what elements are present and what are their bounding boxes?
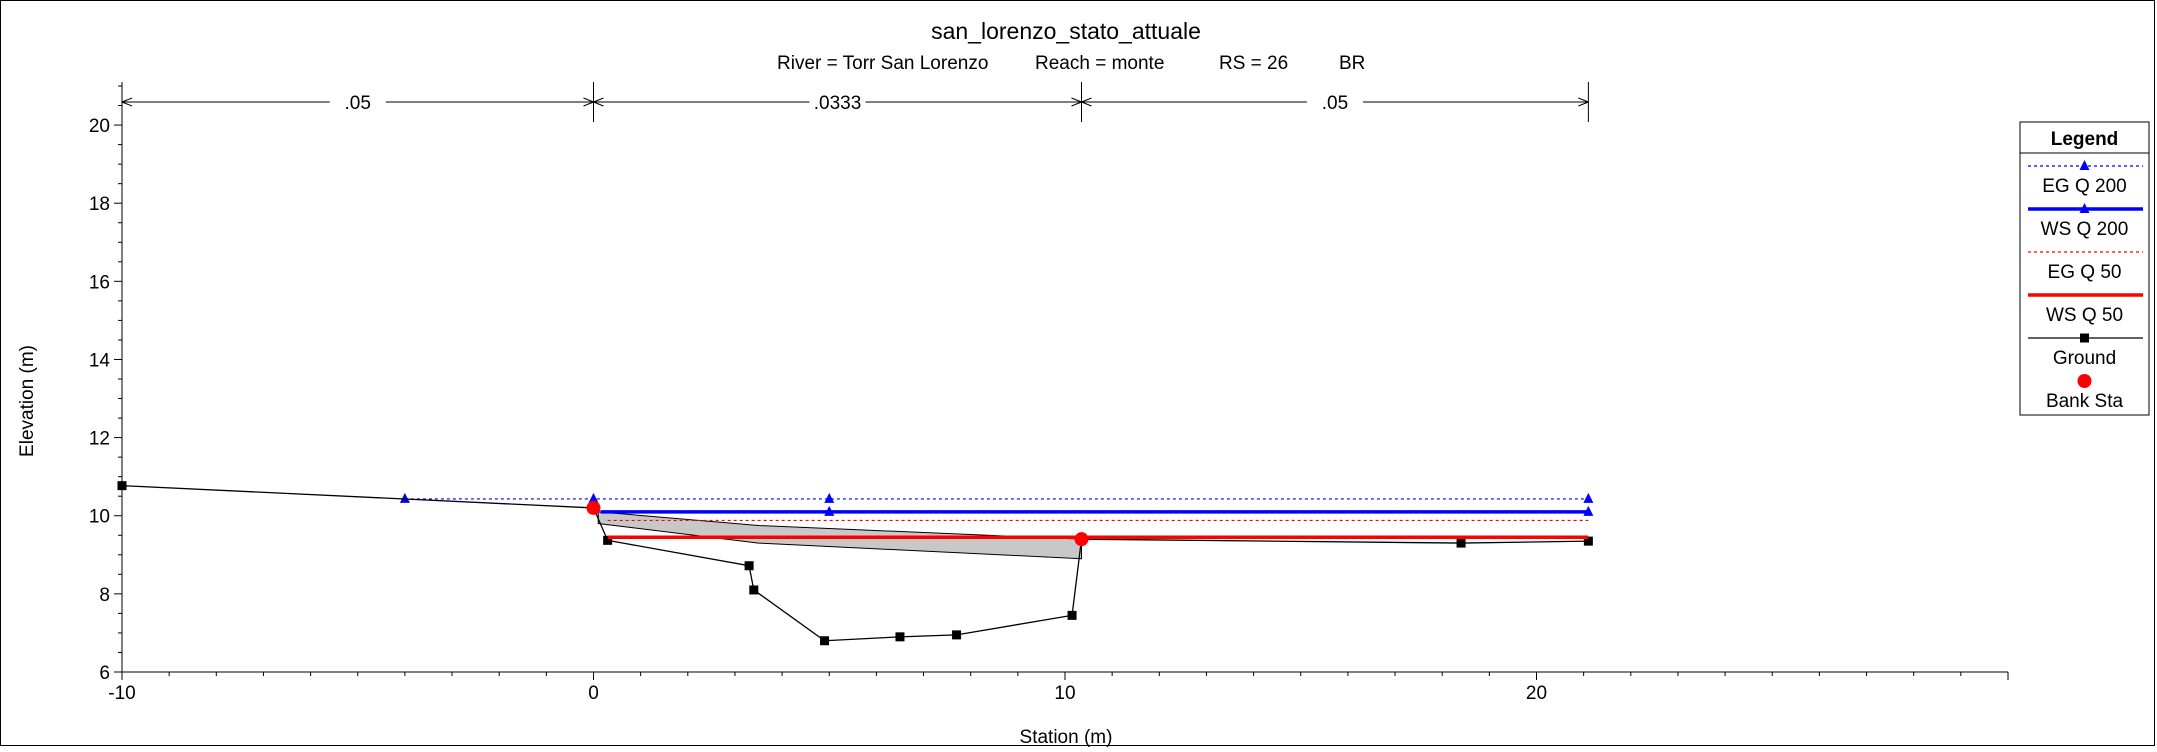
x-tick-label: 20	[1526, 683, 1547, 704]
legend-item-ws-q-50: WS Q 50	[2028, 293, 2143, 326]
y-tick-label: 8	[99, 585, 110, 606]
manning-n-label: .05	[1322, 93, 1348, 114]
subtitle-reach: Reach = monte	[1035, 53, 1164, 74]
ground-marker	[603, 535, 613, 545]
manning-arrowhead	[1081, 97, 1092, 107]
ground-line	[121, 485, 1589, 642]
y-tick-label: 10	[89, 507, 110, 528]
ground-marker	[895, 632, 905, 642]
x-tick-label: 10	[1054, 683, 1075, 704]
y-tick-label: 20	[89, 116, 110, 137]
ws-q200-marker	[1583, 505, 1594, 516]
manning-n-label: .0333	[814, 93, 862, 114]
legend-swatch-marker	[2079, 160, 2090, 170]
bridge-deck	[597, 511, 1083, 560]
ground-marker	[1583, 536, 1593, 546]
ground-marker	[744, 561, 754, 571]
legend-label: Bank Sta	[2046, 391, 2124, 412]
series-bank-sta	[586, 500, 1089, 547]
bridge-deck-shape	[597, 511, 1083, 560]
y-tick-label: 16	[89, 272, 110, 293]
bank-sta-marker	[586, 500, 601, 515]
legend-swatch-marker	[2077, 374, 2092, 388]
subtitle-river: River = Torr San Lorenzo	[777, 53, 988, 74]
legend-swatch-marker	[2080, 333, 2089, 343]
subtitle-rs: RS = 26	[1219, 53, 1288, 74]
series-eg-q-200	[399, 492, 1594, 503]
chart-title: san_lorenzo_stato_attuale	[931, 18, 1201, 44]
manning-n-annotations: .05 .0333 .05	[121, 82, 1589, 122]
manning-arrowhead	[1071, 97, 1082, 107]
legend-swatch-marker	[2079, 203, 2090, 213]
chart-subtitle: River = Torr San Lorenzo Reach = monte R…	[777, 53, 1365, 74]
bank-sta-marker	[1074, 532, 1089, 547]
series-ws-q-200	[600, 505, 1594, 516]
ws-q200-marker	[824, 505, 835, 516]
ground-marker	[952, 630, 962, 640]
y-axis-title: Elevation (m)	[17, 345, 38, 457]
y-tick-label: 18	[89, 194, 110, 215]
legend-label: Ground	[2053, 348, 2116, 369]
series-layer	[117, 481, 1594, 646]
manning-arrowhead	[583, 97, 594, 107]
legend: Legend EG Q 200 WS Q 200 EG Q 50 WS Q 50 Grou…	[2019, 121, 2150, 416]
legend-item-ws-q-200: WS Q 200	[2028, 203, 2143, 240]
manning-n-label: .05	[345, 93, 371, 114]
ground-marker	[820, 636, 830, 646]
eg-q200-marker	[588, 492, 599, 503]
x-tick-label: -10	[108, 683, 135, 704]
ground-marker	[749, 585, 759, 595]
manning-arrowhead	[593, 97, 604, 107]
series-ground	[117, 481, 1593, 646]
x-axis-title: Station (m)	[1020, 727, 1113, 747]
axes: 6 8 10 12 14 16 18 20 -10 0 10 20	[89, 85, 2009, 704]
eg-q200-marker	[824, 492, 835, 503]
manning-arrowhead	[121, 97, 133, 107]
ground-marker	[1067, 610, 1077, 620]
legend-label: WS Q 50	[2046, 305, 2123, 326]
eg-q200-marker	[399, 492, 410, 503]
ground-marker	[1456, 538, 1466, 548]
legend-label: EG Q 200	[2042, 176, 2127, 197]
subtitle-section: BR	[1339, 53, 1365, 74]
legend-title: Legend	[2051, 129, 2119, 150]
legend-item-bank-sta: Bank Sta	[2046, 374, 2124, 412]
legend-label: WS Q 200	[2041, 219, 2129, 240]
legend-item-eg-q-200: EG Q 200	[2028, 160, 2143, 197]
legend-item-ground: Ground	[2028, 333, 2143, 369]
legend-label: EG Q 50	[2048, 262, 2122, 283]
legend-box	[2019, 121, 2150, 416]
eg-q200-marker	[1583, 492, 1594, 503]
y-tick-label: 14	[89, 350, 111, 371]
y-tick-label: 6	[99, 663, 110, 684]
y-tick-label: 12	[89, 429, 110, 450]
x-tick-label: 0	[588, 683, 599, 704]
manning-arrowhead	[1578, 97, 1589, 107]
legend-item-eg-q-50: EG Q 50	[2028, 251, 2143, 283]
